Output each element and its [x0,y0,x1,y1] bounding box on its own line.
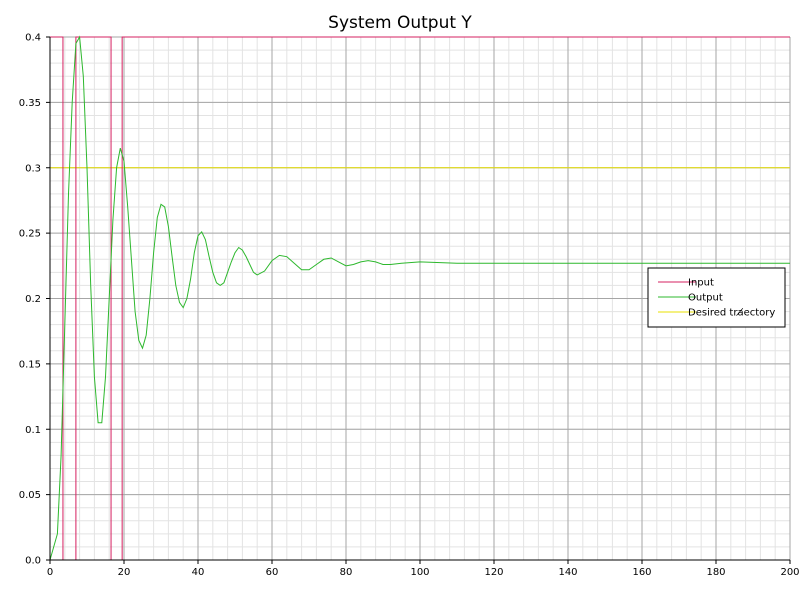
x-tick-label: 0 [47,567,53,578]
legend-label: Desired tra̸ectory [688,307,775,319]
x-tick-label: 20 [118,567,131,578]
y-tick-label: 0.2 [25,294,41,305]
y-tick-label: 0.05 [19,490,41,501]
x-tick-label: 140 [558,567,577,578]
x-tick-label: 100 [410,567,429,578]
y-tick-label: 0.1 [25,425,41,436]
y-tick-label: 0.25 [19,229,41,240]
y-tick-label: 0.0 [25,556,41,567]
x-tick-label: 80 [340,567,353,578]
legend: Input Output Desired tra̸ectory [647,267,786,328]
x-tick-label: 120 [484,567,503,578]
series-layer [49,35,790,561]
y-tick-label: 0.35 [19,98,41,109]
series-line-output [49,35,790,561]
tick-labels: 0 20 40 60 80 100 120 140 160 180 200 0.0 0.05 0.1 0.1… [19,33,800,579]
legend-label: Output [688,293,723,304]
x-tick-label: 180 [706,567,725,578]
y-tick-label: 0.15 [19,359,41,370]
x-tick-label: 160 [632,567,651,578]
y-tick-label: 0.3 [25,163,41,174]
legend-label: Input [688,278,714,289]
x-tick-label: 40 [192,567,205,578]
y-tick-label: 0.4 [25,33,41,44]
series-line-input [50,36,790,561]
x-tick-label: 200 [780,567,799,578]
x-tick-label: 60 [266,567,279,578]
chart-title: System Output Y [328,13,472,33]
